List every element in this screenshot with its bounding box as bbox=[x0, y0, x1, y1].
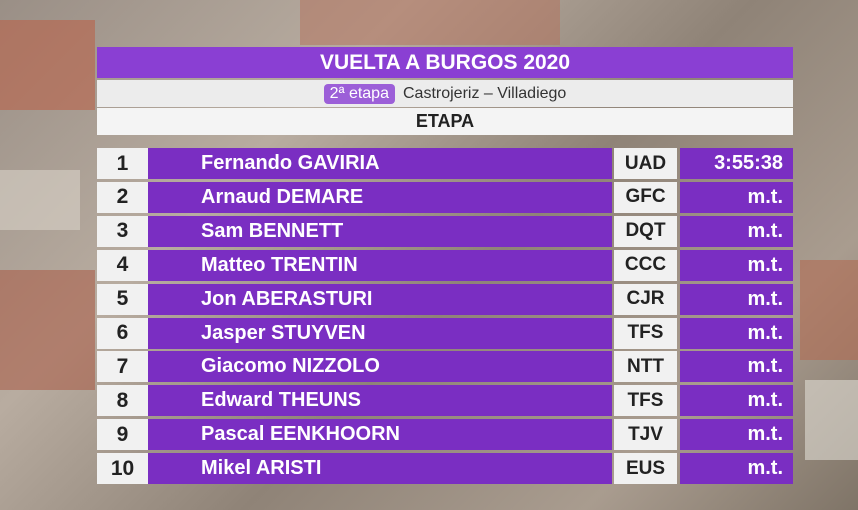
rider: Pascal EENKHOORN bbox=[201, 423, 400, 446]
team: TFS bbox=[614, 317, 677, 349]
flag bbox=[156, 424, 190, 445]
rider-bar bbox=[148, 385, 612, 417]
rider-bar bbox=[148, 419, 612, 451]
team: DQT bbox=[614, 215, 677, 247]
time: m.t. bbox=[680, 453, 793, 485]
rider-bar bbox=[148, 148, 612, 179]
route: Castrojeriz – Villadiego bbox=[402, 84, 567, 102]
time: m.t. bbox=[680, 385, 793, 417]
classification: ETAPA bbox=[415, 111, 475, 131]
flag bbox=[156, 356, 190, 377]
position: 8 bbox=[97, 385, 148, 417]
position: 9 bbox=[97, 419, 148, 451]
team: TJV bbox=[614, 419, 677, 451]
time: m.t. bbox=[680, 283, 793, 315]
team: CJR bbox=[614, 283, 677, 315]
team: CCC bbox=[614, 249, 677, 281]
rider: Matteo TRENTIN bbox=[201, 253, 358, 276]
title: VUELTA A BURGOS 2020 bbox=[319, 50, 571, 74]
position: 10 bbox=[97, 453, 148, 485]
time: m.t. bbox=[680, 215, 793, 247]
stage-bar: 2ª etapa Castrojeriz – Villadiego bbox=[97, 80, 793, 107]
flag bbox=[156, 458, 190, 479]
rider: Giacomo NIZZOLO bbox=[201, 355, 380, 378]
rider-bar bbox=[148, 181, 612, 213]
position: 4 bbox=[97, 249, 148, 281]
flag bbox=[156, 153, 190, 174]
rider-bar bbox=[148, 215, 612, 247]
roof bbox=[805, 380, 858, 460]
rider: Sam BENNETT bbox=[201, 219, 344, 242]
stage-badge: 2ª etapa bbox=[323, 83, 395, 104]
flag bbox=[156, 390, 190, 411]
rider: Mikel ARISTI bbox=[201, 457, 322, 480]
rider: Jasper STUYVEN bbox=[201, 321, 366, 344]
position: 7 bbox=[97, 351, 148, 383]
position: 1 bbox=[97, 148, 148, 179]
time: m.t. bbox=[680, 181, 793, 213]
rider: Fernando GAVIRIA bbox=[201, 152, 380, 174]
roof bbox=[300, 0, 560, 45]
position: 5 bbox=[97, 283, 148, 315]
title-bar: VUELTA A BURGOS 2020 bbox=[97, 47, 793, 78]
team: NTT bbox=[614, 351, 677, 383]
roof bbox=[800, 260, 858, 360]
position: 6 bbox=[97, 317, 148, 349]
time: m.t. bbox=[680, 419, 793, 451]
rider-bar bbox=[148, 453, 612, 485]
flag bbox=[156, 187, 190, 208]
flag bbox=[156, 289, 190, 310]
rider: Jon ABERASTURI bbox=[201, 287, 373, 310]
roof bbox=[0, 20, 95, 110]
flag bbox=[156, 323, 190, 344]
rider-bar bbox=[148, 317, 612, 349]
team: UAD bbox=[614, 148, 677, 179]
team: GFC bbox=[614, 181, 677, 213]
rider: Arnaud DEMARE bbox=[201, 185, 364, 208]
team: TFS bbox=[614, 385, 677, 417]
rider-bar bbox=[148, 283, 612, 315]
roof bbox=[0, 170, 80, 230]
rider-bar bbox=[148, 249, 612, 281]
team: EUS bbox=[614, 453, 677, 485]
time: m.t. bbox=[680, 351, 793, 383]
classification-bar: ETAPA bbox=[97, 108, 793, 135]
rider-bar bbox=[148, 351, 612, 383]
rider: Edward THEUNS bbox=[201, 389, 362, 412]
flag bbox=[156, 221, 190, 242]
position: 2 bbox=[97, 181, 148, 213]
position: 3 bbox=[97, 215, 148, 247]
time: m.t. bbox=[680, 249, 793, 281]
time: 3:55:38 bbox=[680, 148, 793, 179]
roof bbox=[0, 270, 95, 390]
time: m.t. bbox=[680, 317, 793, 349]
flag bbox=[156, 255, 190, 276]
